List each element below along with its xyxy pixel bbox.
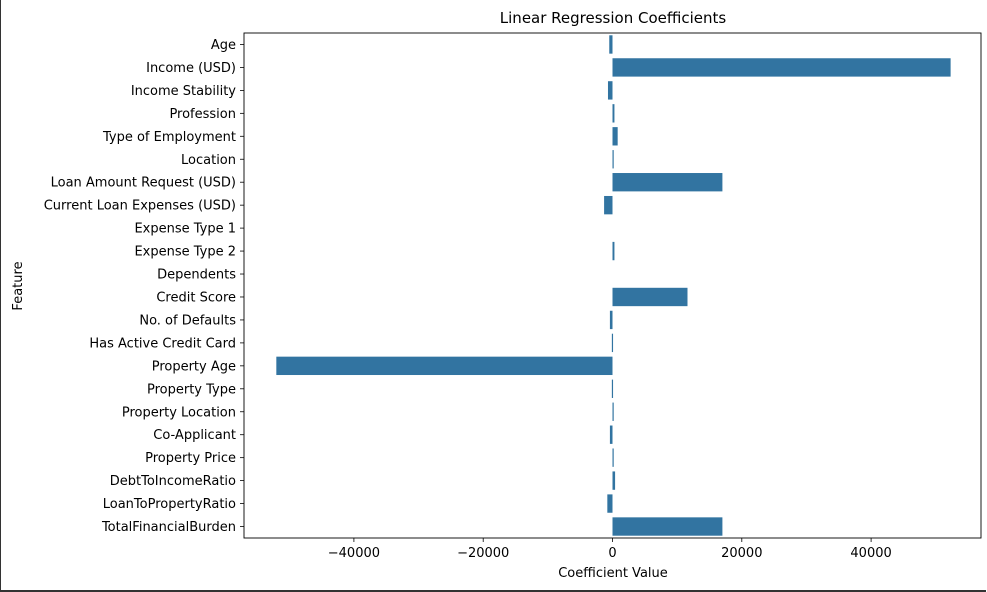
y-tick-label: Loan Amount Request (USD)	[51, 176, 236, 191]
bar	[607, 81, 613, 100]
y-tick-label: Co-Applicant	[153, 428, 236, 443]
bar	[612, 402, 614, 421]
bar	[612, 127, 618, 146]
plot-area-frame	[243, 32, 982, 539]
y-ticks-group: Age Income (USD) Income Stability Professio…	[44, 38, 244, 535]
bar	[612, 173, 723, 192]
y-tick-label: Property Location	[122, 405, 236, 420]
y-tick-label: Property Price	[145, 451, 236, 466]
bar	[612, 448, 614, 467]
bar	[612, 58, 951, 77]
y-tick-label: Has Active Credit Card	[89, 336, 236, 351]
y-tick-label: Current Loan Expenses (USD)	[44, 199, 236, 214]
y-tick-label: Property Age	[152, 359, 236, 374]
y-tick-label: LoanToPropertyRatio	[103, 497, 236, 512]
x-tick-label: −40000	[328, 546, 380, 561]
bar	[612, 150, 614, 169]
y-tick-label: Dependents	[157, 268, 236, 283]
y-tick-label: Income (USD)	[146, 61, 236, 76]
y-tick-label: No. of Defaults	[139, 313, 236, 328]
y-tick-label: Type of Employment	[102, 130, 236, 145]
bar	[609, 35, 613, 54]
bar	[611, 333, 614, 353]
y-tick-label: Credit Score	[156, 290, 236, 305]
bar	[611, 379, 614, 398]
y-tick-label: DebtToIncomeRatio	[110, 474, 236, 489]
y-tick-label: Income Stability	[131, 84, 236, 99]
y-tick-label: Expense Type 2	[134, 245, 236, 260]
bar	[609, 425, 613, 444]
y-tick-label: Expense Type 1	[134, 222, 236, 237]
x-tick-label: −20000	[457, 546, 509, 561]
bar	[604, 195, 613, 215]
x-axis-label: Coefficient Value	[558, 566, 668, 581]
y-tick-label: Profession	[169, 107, 236, 122]
bar	[612, 517, 723, 536]
bar	[612, 287, 688, 307]
x-tick-label: 40000	[850, 546, 891, 561]
chart-title: Linear Regression Coefficients	[500, 9, 727, 27]
x-tick-label: 20000	[721, 546, 762, 561]
y-tick-label: Property Type	[147, 382, 236, 397]
x-ticks-group: −40000 −20000 0 20000 40000	[328, 538, 892, 561]
bar	[276, 356, 613, 376]
y-axis-label: Feature	[11, 261, 26, 310]
bar	[612, 241, 615, 261]
bar	[607, 494, 613, 513]
x-tick-label: 0	[608, 546, 616, 561]
y-tick-label: Location	[181, 153, 236, 168]
y-tick-label: Age	[211, 38, 236, 53]
bar	[612, 471, 616, 490]
bar	[612, 104, 615, 123]
bar	[609, 310, 613, 330]
y-tick-label: TotalFinancialBurden	[101, 520, 236, 535]
bars-group	[276, 35, 951, 536]
